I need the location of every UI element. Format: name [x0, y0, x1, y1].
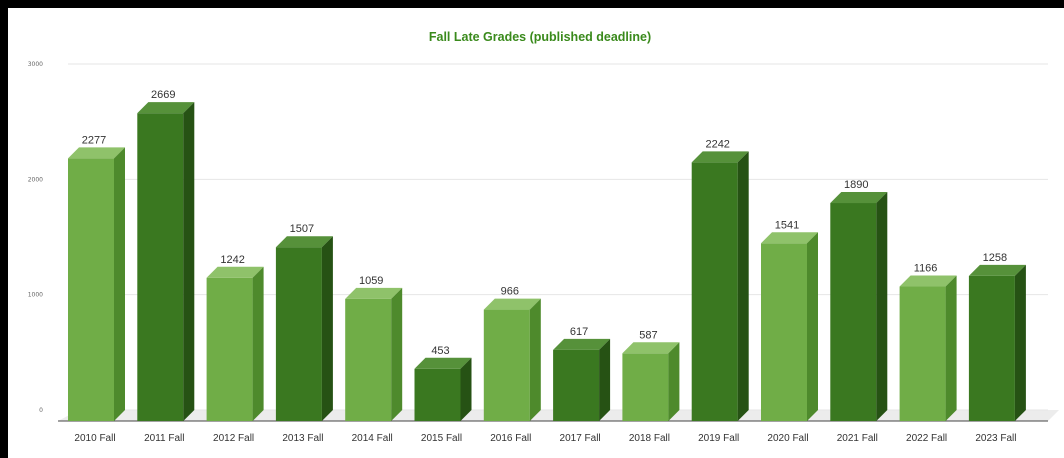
- bar-side: [321, 236, 333, 421]
- bar: [622, 342, 680, 421]
- data-label: 1059: [359, 275, 383, 287]
- bar-top: [137, 102, 195, 114]
- data-label: 966: [501, 286, 519, 298]
- bar-top: [68, 147, 125, 159]
- data-label: 1507: [290, 223, 314, 235]
- data-label: 617: [570, 326, 588, 338]
- bar-top: [275, 236, 333, 248]
- bar-front: [761, 243, 807, 421]
- x-tick-label: 2010 Fall: [74, 433, 115, 444]
- bar-front: [830, 203, 877, 421]
- bar-front: [483, 309, 530, 421]
- y-tick-label: 1000: [28, 292, 43, 299]
- bar-front: [68, 158, 114, 422]
- data-label: 2669: [151, 89, 175, 101]
- bar: [968, 264, 1026, 421]
- data-label: 587: [639, 329, 657, 341]
- bar: [899, 275, 957, 421]
- x-tick-label: 2016 Fall: [490, 433, 531, 444]
- bar-side: [945, 275, 957, 421]
- bar-front: [691, 162, 738, 421]
- bar-front: [275, 247, 322, 421]
- bar-side: [391, 287, 403, 421]
- bar-front: [414, 368, 461, 421]
- bar-front: [206, 277, 253, 421]
- data-label: 1166: [914, 263, 938, 275]
- bar: [68, 147, 125, 422]
- bar: [414, 357, 472, 421]
- bar-side: [114, 147, 125, 422]
- bar-top: [414, 357, 472, 369]
- y-tick-label: 2000: [28, 176, 43, 183]
- x-tick-label: 2020 Fall: [767, 433, 808, 444]
- data-label: 2277: [82, 134, 106, 146]
- bar-side: [460, 357, 472, 421]
- x-tick-label: 2018 Fall: [629, 433, 670, 444]
- bar-top: [761, 232, 818, 244]
- bar: [830, 192, 888, 421]
- bar-front: [553, 349, 600, 421]
- bar-front: [968, 275, 1015, 421]
- bar: [691, 151, 749, 421]
- data-label: 2242: [705, 138, 729, 150]
- bar-top: [483, 298, 541, 310]
- x-tick-label: 2019 Fall: [698, 433, 739, 444]
- bar: [483, 298, 541, 421]
- bar-top: [345, 287, 403, 299]
- data-label: 453: [431, 345, 449, 357]
- data-label: 1242: [220, 254, 244, 266]
- x-tick-label: 2013 Fall: [282, 433, 323, 444]
- x-tick-label: 2023 Fall: [975, 433, 1016, 444]
- bar-side: [876, 192, 888, 421]
- bar-top: [206, 266, 264, 278]
- y-tick-label: 0: [39, 407, 43, 414]
- bar-front: [345, 298, 392, 421]
- chart-title: Fall Late Grades (published deadline): [429, 30, 651, 44]
- bar: [553, 338, 611, 421]
- bar-front: [137, 113, 184, 422]
- data-label: 1541: [775, 219, 799, 231]
- bar-chart: Fall Late Grades (published deadline) 0 1…: [28, 30, 1059, 444]
- bar-side: [529, 298, 541, 421]
- x-tick-label: 2012 Fall: [213, 433, 254, 444]
- bar-top: [968, 264, 1026, 276]
- bar-top: [830, 192, 888, 204]
- bar: [137, 102, 195, 422]
- bar-side: [252, 266, 264, 421]
- bar-side: [1014, 264, 1026, 421]
- bar: [275, 236, 333, 421]
- data-label: 1258: [983, 252, 1007, 264]
- bar-side: [599, 338, 611, 421]
- bar: [206, 266, 264, 421]
- x-tick-label: 2015 Fall: [421, 433, 462, 444]
- bar-top: [553, 338, 611, 350]
- bar-side: [807, 232, 818, 421]
- bar-top: [899, 275, 957, 287]
- x-tick-label: 2017 Fall: [560, 433, 601, 444]
- bar-top: [622, 342, 680, 354]
- x-tick-label: 2021 Fall: [837, 433, 878, 444]
- bar-top: [691, 151, 749, 163]
- bar-front: [899, 286, 946, 421]
- data-label: 1890: [844, 179, 868, 191]
- bar-front: [622, 353, 669, 421]
- bar-side: [183, 102, 195, 422]
- bar: [761, 232, 818, 421]
- bar-side: [668, 342, 680, 421]
- bar-side: [737, 151, 749, 421]
- y-tick-label: 3000: [28, 61, 43, 68]
- bar: [345, 287, 403, 421]
- chart-panel: Fall Late Grades (published deadline) 0 1…: [8, 8, 1064, 458]
- x-tick-label: 2014 Fall: [352, 433, 393, 444]
- x-tick-label: 2022 Fall: [906, 433, 947, 444]
- x-tick-label: 2011 Fall: [144, 433, 184, 444]
